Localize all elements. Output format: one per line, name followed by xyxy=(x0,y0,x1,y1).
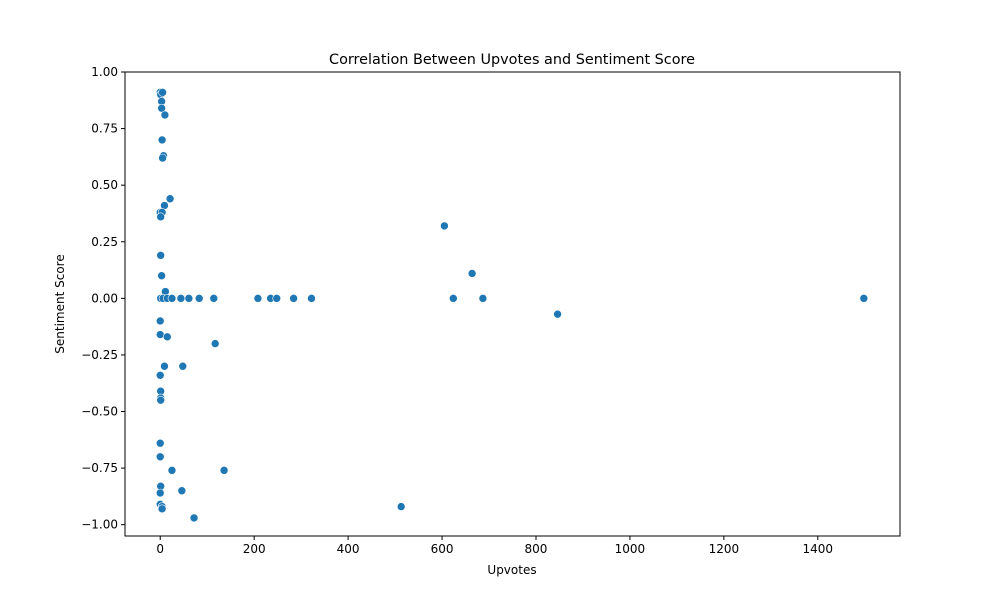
scatter-point-51 xyxy=(189,513,199,523)
x-tick-label: 800 xyxy=(525,542,548,556)
scatter-point-41 xyxy=(155,438,165,448)
scatter-point-56 xyxy=(478,294,488,303)
scatter-point-57 xyxy=(553,309,562,319)
scatter-point-4 xyxy=(157,103,166,113)
scatter-point-5 xyxy=(160,110,170,120)
y-tick-label: 0.00 xyxy=(91,291,118,305)
x-tick-label: 1400 xyxy=(803,542,834,556)
scatter-point-55 xyxy=(467,269,477,278)
scatter-point-30 xyxy=(155,316,165,326)
scatter-point-6 xyxy=(157,135,167,145)
scatter-point-32 xyxy=(162,332,172,342)
scatter-point-27 xyxy=(272,294,282,303)
x-tick-label: 0 xyxy=(156,542,164,556)
x-axis-label: Upvotes xyxy=(487,563,536,577)
scatter-point-36 xyxy=(155,370,165,380)
scatter-point-34 xyxy=(160,361,169,371)
scatter-point-23 xyxy=(194,294,204,303)
scatter-point-20 xyxy=(167,294,177,303)
scatter-point-43 xyxy=(167,466,177,475)
scatter-point-9 xyxy=(165,194,175,204)
scatter-point-8 xyxy=(158,153,167,163)
scatter-point-44 xyxy=(219,466,229,475)
scatter-point-29 xyxy=(307,294,316,303)
scatter-point-40 xyxy=(156,395,165,405)
scatter-point-53 xyxy=(440,221,449,231)
x-tick-label: 600 xyxy=(431,542,454,556)
scatter-point-21 xyxy=(176,294,186,303)
y-tick-label: 1.00 xyxy=(91,65,118,79)
scatter-point-14 xyxy=(156,251,165,260)
x-tick-label: 1200 xyxy=(709,542,740,556)
x-axis-ticks: 0 200 400 600 800 1000 1200 1400 xyxy=(156,536,833,556)
scatter-point-54 xyxy=(449,294,458,303)
scatter-point-50 xyxy=(157,504,167,514)
scatter-point-25 xyxy=(253,294,263,303)
scatter-point-22 xyxy=(184,294,194,303)
x-tick-label: 1000 xyxy=(615,542,646,556)
y-tick-label: 0.50 xyxy=(91,178,118,192)
scatter-point-46 xyxy=(177,486,187,496)
plot-area-frame xyxy=(124,71,901,537)
scatter-point-13 xyxy=(156,212,165,222)
scatter-point-47 xyxy=(155,488,165,498)
y-axis-ticks: 1.00 0.75 0.50 0.25 0.00 −0.25 −0.50 −0.75 −1.00 xyxy=(81,65,125,532)
scatter-point-33 xyxy=(210,339,220,348)
chart-title: Correlation Between Upvotes and Sentimen… xyxy=(329,52,695,68)
scatter-point-58 xyxy=(859,294,869,303)
scatter-point-24 xyxy=(209,294,219,303)
y-axis-label: Sentiment Score xyxy=(53,254,67,353)
y-tick-label: 0.75 xyxy=(91,122,118,136)
scatter-point-42 xyxy=(155,452,165,462)
x-tick-label: 400 xyxy=(337,542,360,556)
y-tick-label: 0.25 xyxy=(91,235,118,249)
scatter-point-52 xyxy=(396,502,406,511)
y-tick-label: −0.25 xyxy=(81,348,118,362)
y-tick-label: −1.00 xyxy=(81,518,118,532)
scatter-point-35 xyxy=(178,361,188,371)
scatter-point-28 xyxy=(289,294,298,303)
y-tick-label: −0.50 xyxy=(81,405,118,419)
scatter-points xyxy=(155,88,869,523)
x-tick-label: 200 xyxy=(243,542,266,556)
y-tick-label: −0.75 xyxy=(81,461,118,475)
scatter-point-15 xyxy=(157,271,166,281)
scatter-point-3 xyxy=(158,88,167,97)
